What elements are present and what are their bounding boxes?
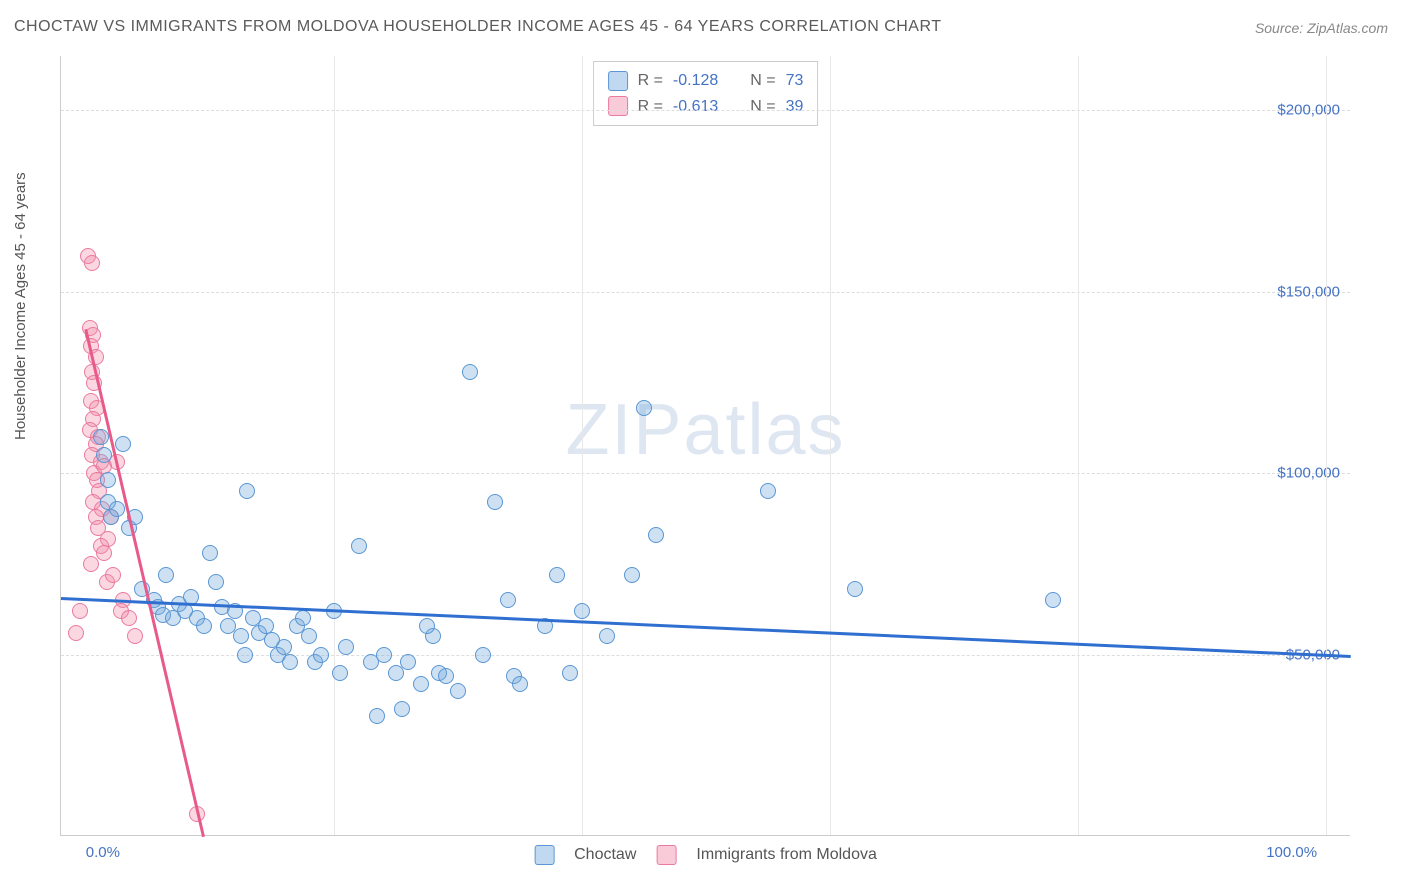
data-point: [760, 483, 776, 499]
data-point: [121, 610, 137, 626]
y-tick-label: $100,000: [1277, 465, 1340, 482]
stat-n-value: 73: [786, 68, 804, 94]
data-point: [487, 494, 503, 510]
data-point: [96, 545, 112, 561]
data-point: [500, 592, 516, 608]
stat-n-label: N =: [750, 68, 775, 94]
data-point: [512, 676, 528, 692]
data-point: [68, 625, 84, 641]
data-point: [237, 647, 253, 663]
data-point: [624, 567, 640, 583]
data-point: [376, 647, 392, 663]
data-point: [83, 556, 99, 572]
legend-swatch: [608, 71, 628, 91]
data-point: [295, 610, 311, 626]
chart-title: CHOCTAW VS IMMIGRANTS FROM MOLDOVA HOUSE…: [14, 18, 942, 36]
data-point: [574, 603, 590, 619]
data-point: [115, 436, 131, 452]
gridline-h: [61, 110, 1350, 111]
data-point: [648, 527, 664, 543]
data-point: [847, 581, 863, 597]
data-point: [1045, 592, 1061, 608]
watermark-bold: ZIP: [565, 390, 683, 470]
data-point: [599, 628, 615, 644]
gridline-v: [334, 56, 335, 835]
gridline-v: [1078, 56, 1079, 835]
gridline-v: [1326, 56, 1327, 835]
data-point: [100, 472, 116, 488]
data-point: [313, 647, 329, 663]
data-point: [369, 708, 385, 724]
gridline-h: [61, 655, 1350, 656]
stat-r-label: R =: [638, 68, 663, 94]
category-legend: Choctaw Immigrants from Moldova: [534, 845, 877, 865]
y-axis-label: Householder Income Ages 45 - 64 years: [12, 172, 29, 440]
data-point: [96, 447, 112, 463]
gridline-v: [582, 56, 583, 835]
data-point: [450, 683, 466, 699]
data-point: [475, 647, 491, 663]
watermark: ZIPatlas: [565, 389, 845, 471]
stats-legend: R = -0.128 N = 73 R = -0.613 N = 39: [593, 61, 819, 126]
stat-r-value: -0.128: [673, 68, 718, 94]
data-point: [338, 639, 354, 655]
data-point: [208, 574, 224, 590]
data-point: [462, 364, 478, 380]
data-point: [413, 676, 429, 692]
data-point: [419, 618, 435, 634]
data-point: [282, 654, 298, 670]
data-point: [105, 567, 121, 583]
data-point: [72, 603, 88, 619]
plot-area: ZIPatlas R =-0.128N =73R =-0.613N =39 Ch…: [60, 56, 1350, 836]
gridline-h: [61, 473, 1350, 474]
data-point: [636, 400, 652, 416]
data-point: [239, 483, 255, 499]
stat-n-value: 39: [786, 94, 804, 120]
stat-n-label: N =: [750, 94, 775, 120]
data-point: [109, 501, 125, 517]
data-point: [196, 618, 212, 634]
data-point: [438, 668, 454, 684]
data-point: [127, 628, 143, 644]
data-point: [562, 665, 578, 681]
data-point: [394, 701, 410, 717]
stats-legend-row: R = -0.613 N = 39: [608, 94, 804, 120]
data-point: [400, 654, 416, 670]
y-tick-label: $150,000: [1277, 283, 1340, 300]
data-point: [549, 567, 565, 583]
data-point: [84, 255, 100, 271]
legend-swatch: [656, 845, 676, 865]
legend-swatch: [608, 96, 628, 116]
stat-r-label: R =: [638, 94, 663, 120]
source-attribution: Source: ZipAtlas.com: [1255, 20, 1388, 36]
watermark-light: atlas: [683, 390, 845, 470]
data-point: [233, 628, 249, 644]
stats-legend-row: R = -0.128 N = 73: [608, 68, 804, 94]
data-point: [351, 538, 367, 554]
data-point: [158, 567, 174, 583]
gridline-h: [61, 292, 1350, 293]
x-tick-label: 100.0%: [1266, 844, 1317, 861]
legend-series-label: Choctaw: [574, 846, 636, 864]
legend-swatch: [534, 845, 554, 865]
data-point: [93, 429, 109, 445]
data-point: [332, 665, 348, 681]
legend-series-label: Immigrants from Moldova: [696, 846, 877, 864]
x-tick-label: 0.0%: [86, 844, 120, 861]
data-point: [202, 545, 218, 561]
stat-r-value: -0.613: [673, 94, 718, 120]
gridline-v: [830, 56, 831, 835]
data-point: [301, 628, 317, 644]
y-tick-label: $200,000: [1277, 102, 1340, 119]
